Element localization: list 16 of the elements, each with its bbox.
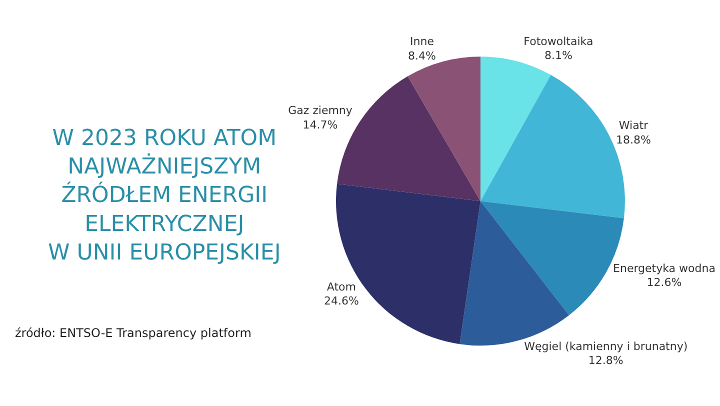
slice-label: Wiatr [618, 119, 649, 132]
slice-label: Gaz ziemny [288, 104, 353, 118]
text: W 2023 ROKU ATOM NAJWAŻNIEJSZYM ŹRÓDŁEM ENERGII ELEKTRYCZNEJ W UNII EUROPEJSKIEJ [48, 126, 281, 266]
slice-label: Energetyka wodna [613, 262, 716, 275]
data-label: 8.1% [544, 49, 572, 62]
slice-label: Fotowoltaika [524, 34, 594, 48]
slice-label: Węgiel (kamienny i brunatny) [524, 340, 688, 353]
slice-label: Atom [326, 280, 356, 294]
data-label: 12.8% [588, 354, 624, 368]
slice-label: Inne [410, 35, 434, 48]
data-label: 12.6% [646, 276, 682, 290]
text: źródło: ENTSO-E Transparency platform [15, 326, 252, 340]
data-label: 24.6% [324, 294, 359, 308]
data-label: 8.4% [408, 50, 436, 63]
data-label: 14.7% [302, 118, 338, 132]
data-label: 18.8% [616, 133, 651, 146]
